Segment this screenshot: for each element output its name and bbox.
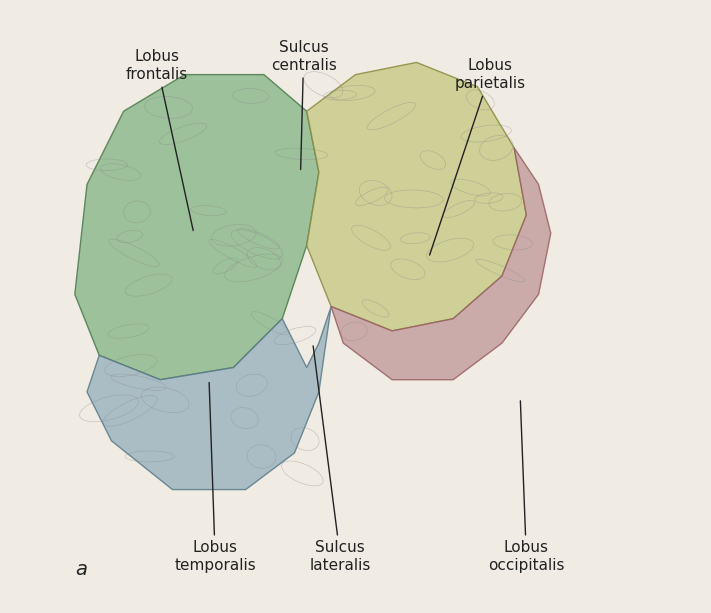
- Polygon shape: [331, 148, 551, 379]
- Polygon shape: [306, 63, 526, 331]
- Text: Lobus
parietalis: Lobus parietalis: [429, 58, 525, 255]
- Text: Sulcus
centralis: Sulcus centralis: [271, 40, 336, 169]
- Polygon shape: [75, 75, 319, 379]
- Text: Lobus
frontalis: Lobus frontalis: [126, 49, 193, 230]
- Polygon shape: [87, 306, 331, 490]
- Text: a: a: [75, 560, 87, 579]
- Text: Lobus
occipitalis: Lobus occipitalis: [488, 401, 565, 573]
- Text: Sulcus
lateralis: Sulcus lateralis: [309, 346, 371, 573]
- Text: Lobus
temporalis: Lobus temporalis: [174, 383, 256, 573]
